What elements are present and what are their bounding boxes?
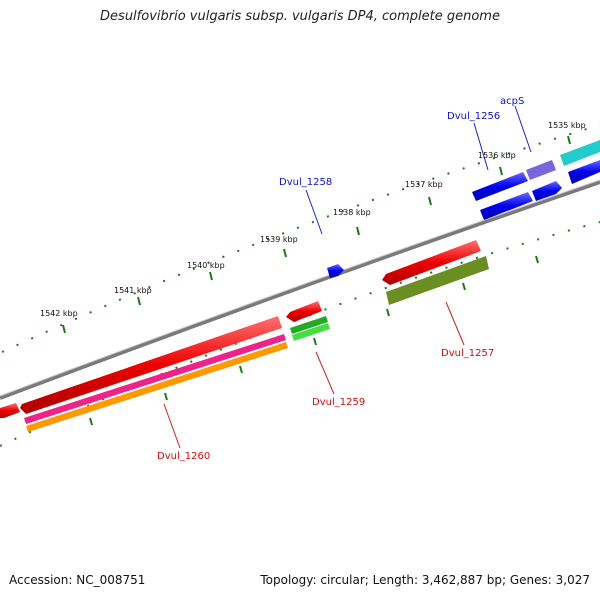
- genome-backbone: [0, 180, 600, 400]
- accession-text: Accession: NC_008751: [9, 573, 146, 587]
- gene-label-dvul-1260[interactable]: Dvul_1260: [157, 451, 210, 462]
- genome-backbone-highlight: [0, 179, 600, 397]
- gene-label-dvul-1258[interactable]: Dvul_1258: [279, 177, 332, 188]
- cds-dvul-1256-bottom: [480, 192, 533, 220]
- scale-label-1538: 1538 kbp: [333, 208, 371, 217]
- cds-dvul-1256-top: [472, 172, 528, 201]
- topology-text: Topology: circular; Length: 3,462,887 bp…: [260, 573, 590, 587]
- feature-green-bright: [290, 316, 328, 334]
- cds-dvul-1258: [327, 264, 344, 278]
- cds-left-edge-forward: [0, 403, 20, 418]
- scale-label-1536: 1536 kbp: [478, 151, 516, 160]
- scale-label-1540: 1540 kbp: [187, 261, 225, 270]
- outer-major-ticks: [62, 135, 571, 334]
- map-title: Desulfovibrio vulgaris subsp. vulgaris D…: [100, 9, 500, 24]
- cds-dvul-1259-forward: [286, 301, 322, 322]
- scale-label-1535: 1535 kbp: [548, 121, 586, 130]
- gene-label-acps[interactable]: acpS: [500, 96, 524, 107]
- gene-label-dvul-1256[interactable]: Dvul_1256: [447, 111, 500, 122]
- label-leaders: [163, 105, 532, 449]
- gene-label-dvul-1259[interactable]: Dvul_1259: [312, 397, 365, 408]
- cds-dvul-1257-forward: [382, 240, 481, 285]
- cds-cyan-feature: [560, 140, 600, 166]
- cds-acps: [526, 160, 556, 180]
- cds-right-edge-blue: [568, 160, 600, 184]
- inner-major-ticks: [89, 255, 539, 426]
- feature-pink: [24, 334, 286, 424]
- feature-orange: [26, 342, 288, 432]
- feature-green-light: [292, 323, 330, 341]
- cds-small-blue: [532, 181, 562, 201]
- feature-olive: [386, 256, 489, 305]
- scale-label-1541: 1541 kbp: [114, 286, 152, 295]
- scale-label-1537: 1537 kbp: [405, 180, 443, 189]
- scale-label-1539: 1539 kbp: [260, 235, 298, 244]
- cds-dvul-1260-forward: [20, 316, 282, 414]
- scale-label-1542: 1542 kbp: [40, 309, 78, 318]
- gene-label-dvul-1257[interactable]: Dvul_1257: [441, 348, 494, 359]
